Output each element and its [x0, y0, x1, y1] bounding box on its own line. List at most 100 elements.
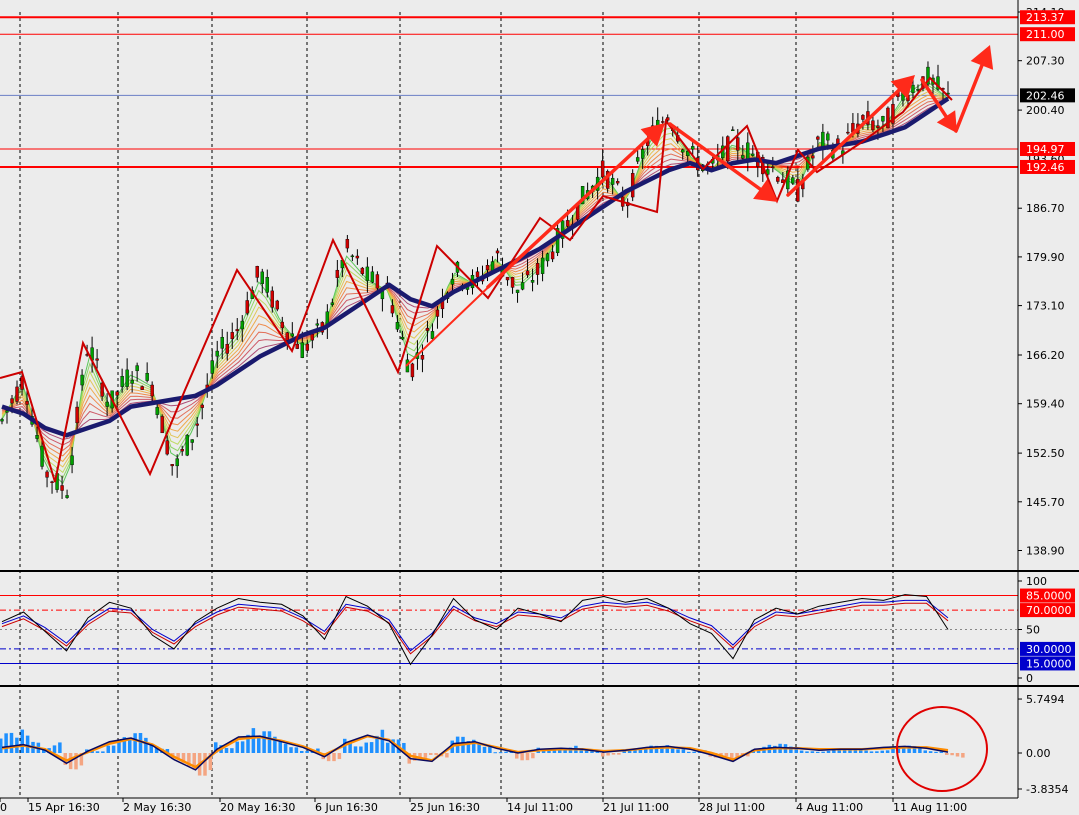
- macd-histogram-bar: [391, 739, 395, 753]
- macd-histogram-bar: [601, 753, 605, 757]
- macd-histogram-bar: [337, 753, 342, 760]
- macd-histogram-bar: [300, 750, 304, 753]
- arrow-shaft: [954, 63, 984, 133]
- price-level-tag: 194.97: [1026, 143, 1065, 156]
- candle-body: [225, 344, 229, 354]
- macd-histogram-bar: [907, 745, 911, 753]
- oscillator-level-tag-bg: [1020, 641, 1075, 656]
- macd-histogram-bar: [283, 743, 288, 753]
- candle-body: [435, 309, 440, 317]
- current-price-tag: 202.46: [1026, 89, 1065, 102]
- date-label: 25 Jun 16:30: [410, 801, 480, 814]
- macd-histogram-bar: [869, 751, 874, 753]
- macd-histogram-bar: [58, 742, 62, 753]
- macd-histogram-bar: [724, 753, 729, 757]
- candle-body: [100, 382, 104, 397]
- candle-body: [495, 250, 500, 254]
- macd-histogram-bar: [181, 753, 186, 763]
- macd-histogram-bar: [902, 747, 906, 753]
- candle-body: [726, 136, 730, 162]
- price-tick-label: 200.40: [1026, 104, 1065, 117]
- macd-histogram-bar: [853, 749, 858, 753]
- price-tick-label: 152.50: [1026, 447, 1065, 460]
- candle-body: [881, 116, 885, 122]
- macd-histogram-bar: [638, 748, 643, 753]
- macd-histogram-bar: [918, 747, 922, 753]
- date-label: 15 Apr 16:30: [28, 801, 100, 814]
- macd-histogram-bar: [912, 745, 917, 753]
- macd-histogram-bar: [525, 753, 530, 761]
- candle-body: [771, 166, 775, 168]
- candle-body: [35, 435, 39, 439]
- candle-body: [425, 327, 430, 331]
- macd-tick-label: -3.8354: [1026, 783, 1068, 796]
- candle-body: [550, 251, 555, 260]
- candle-body: [260, 271, 264, 284]
- candle-body: [370, 271, 375, 283]
- candle-body: [25, 401, 29, 405]
- candle-body: [45, 471, 49, 478]
- arrow-shaft: [920, 78, 948, 119]
- candle-body: [190, 439, 194, 443]
- macd-histogram-bar: [842, 748, 847, 753]
- macd-histogram-bar: [644, 747, 648, 753]
- macd-histogram-bar: [950, 753, 954, 756]
- macd-histogram-bar: [278, 740, 282, 753]
- macd-histogram-bar: [832, 750, 836, 753]
- macd-histogram-bar: [294, 747, 299, 753]
- price-tags: 213.37 211.00 194.97 192.46 202.46 85.000070.…: [1020, 10, 1075, 671]
- macd-histogram-bar: [386, 742, 390, 753]
- macd-histogram-bar: [74, 753, 78, 770]
- arrow-head: [890, 75, 915, 99]
- macd-histogram-bar: [133, 733, 137, 753]
- candle-body: [220, 336, 224, 349]
- candle-body: [871, 120, 875, 131]
- macd-histogram-bar: [961, 753, 965, 758]
- price-tick-label: 207.30: [1026, 55, 1065, 68]
- candle-body: [330, 302, 335, 305]
- arrow-head: [753, 179, 778, 202]
- macd-histogram-bar: [418, 753, 422, 758]
- price-level-tag-bg: [1020, 159, 1075, 174]
- macd-histogram-bar: [165, 748, 170, 753]
- oscillator-level-tag: 15.0000: [1026, 657, 1072, 670]
- candle-body: [365, 266, 370, 281]
- macd-histogram-bar: [149, 744, 153, 753]
- macd-histogram-bar: [375, 735, 379, 753]
- macd-histogram-bar: [423, 753, 428, 758]
- candle-body: [846, 131, 850, 134]
- arrow-shaft: [786, 88, 901, 197]
- macd-histogram-bar: [891, 748, 895, 753]
- date-label: 14 Jul 11:00: [507, 801, 573, 814]
- price-tick-label: 186.70: [1026, 202, 1065, 215]
- candle-body: [285, 332, 290, 341]
- slow-moving-average: [1, 96, 950, 438]
- macd-histogram-bar: [101, 751, 105, 753]
- oscillator-third-line: [1, 602, 949, 655]
- macd-histogram-bar: [230, 748, 234, 753]
- macd-histogram-bar: [692, 751, 696, 753]
- macd-histogram-bar: [25, 735, 30, 753]
- oscillator-panel: [0, 594, 1018, 666]
- price-tick-label: 173.10: [1026, 300, 1065, 313]
- macd-histogram-bar: [257, 736, 261, 753]
- macd-histogram-bar: [633, 749, 637, 753]
- slow-ma-line: [1, 96, 950, 438]
- macd-histogram-bar: [117, 741, 121, 753]
- macd-histogram-bar: [305, 750, 309, 753]
- macd-histogram-bar: [794, 749, 798, 753]
- price-tick-label: 138.90: [1026, 545, 1065, 558]
- macd-histogram-bar: [128, 738, 132, 753]
- macd-histogram-bar: [364, 742, 368, 753]
- candle-body: [115, 391, 119, 396]
- candle-body: [515, 289, 520, 293]
- candle-body: [120, 376, 124, 387]
- price-tick-label: 166.20: [1026, 349, 1065, 362]
- macd-histogram-bar: [203, 753, 207, 776]
- macd-histogram-bar: [9, 732, 14, 753]
- candle-body: [360, 267, 365, 274]
- arrow-shaft: [668, 122, 762, 191]
- candle-body: [475, 271, 480, 278]
